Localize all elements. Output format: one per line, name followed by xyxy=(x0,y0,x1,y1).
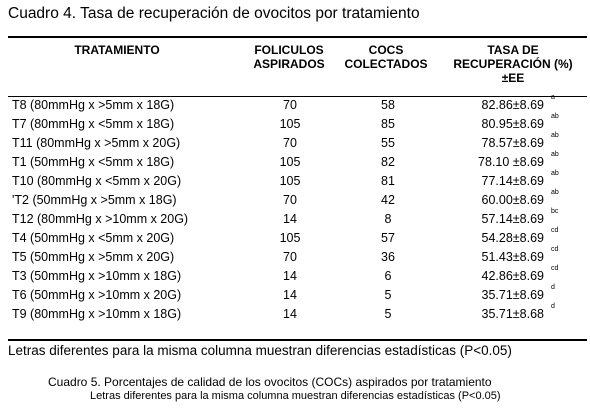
cell-cocs: 82 xyxy=(381,155,395,169)
cell-significance-letter: cd xyxy=(551,246,559,253)
cell-tratamiento: T3 (50mmHg x >10mm x 18G) xyxy=(12,269,182,283)
cell-foliculos: 14 xyxy=(283,288,297,302)
header-divider xyxy=(8,96,587,97)
cell-tratamiento: T10 (80mmHg x <5mm x 20G) xyxy=(12,174,182,188)
header-tasa-line2: RECUPERACIÓN (%) xyxy=(453,57,573,71)
cell-tratamiento: T9 (80mmHg x >10mm x 18G) xyxy=(12,307,182,321)
cell-tasa: 54.28±8.69 xyxy=(481,231,544,245)
cell-cocs: 5 xyxy=(384,307,392,321)
cell-foliculos: 105 xyxy=(279,117,301,131)
cell-tratamiento: T12 (80mmHg x >10mm x 20G) xyxy=(12,212,189,226)
cell-tratamiento: T8 (80mmHg x >5mm x 18G) xyxy=(12,98,175,112)
cell-foliculos: 105 xyxy=(279,174,301,188)
table-footnote: Letras diferentes para la misma columna … xyxy=(8,343,512,358)
header-cocs-line1: COCS xyxy=(368,43,404,57)
cell-significance-letter: ab xyxy=(551,151,559,158)
cell-significance-letter: d xyxy=(551,303,555,310)
cell-tratamiento: T11 (80mmHg x >5mm x 20G) xyxy=(12,136,181,150)
table-row: 'T2 (50mmHg x >5mm x 18G) 70 42 60.00±8.… xyxy=(0,189,590,210)
cell-significance-letter: ab xyxy=(551,170,559,177)
cell-tasa: 57.14±8.69 xyxy=(481,212,544,226)
cell-cocs: 42 xyxy=(381,193,395,207)
header-tratamiento-line: TRATAMIENTO xyxy=(74,43,160,57)
table-row: T6 (50mmHg x >10mm x 20G) 14 5 35.71±8.6… xyxy=(0,284,590,305)
table-row: T9 (80mmHg x >10mm x 18G) 14 5 35.71±8.6… xyxy=(0,303,590,324)
table-row: T11 (80mmHg x >5mm x 20G) 70 55 78.57±8.… xyxy=(0,132,590,153)
header-foliculos-line1: FOLICULOS xyxy=(254,43,324,57)
cell-tasa: 77.14±8.69 xyxy=(481,174,544,188)
cell-tasa: 78.57±8.69 xyxy=(481,136,544,150)
header-tratamiento: TRATAMIENTO xyxy=(12,43,222,57)
cell-cocs: 55 xyxy=(381,136,395,150)
cell-foliculos: 70 xyxy=(283,250,297,264)
cell-cocs: 5 xyxy=(384,288,392,302)
table-bottom-rule xyxy=(8,339,587,341)
table-row: T3 (50mmHg x >10mm x 18G) 14 6 42.86±8.6… xyxy=(0,265,590,286)
table-row: T7 (80mmHg x <5mm x 18G) 105 85 80.95±8.… xyxy=(0,113,590,134)
cell-significance-letter: cd xyxy=(551,227,559,234)
cell-tratamiento: T6 (50mmHg x >10mm x 20G) xyxy=(12,288,182,302)
next-table-caption: Cuadro 5. Porcentajes de calidad de los … xyxy=(48,375,492,389)
header-cocs: COCS COLECTADOS xyxy=(336,43,436,71)
table-row: T5 (50mmHg x >5mm x 20G) 70 36 51.43±8.6… xyxy=(0,246,590,267)
header-tasa-line1: TASA DE xyxy=(487,43,539,57)
table-row: T4 (50mmHg x <5mm x 20G) 105 57 54.28±8.… xyxy=(0,227,590,248)
cell-significance-letter: ab xyxy=(551,189,559,196)
cell-cocs: 85 xyxy=(381,117,395,131)
cell-significance-letter: ab xyxy=(551,113,559,120)
cell-foliculos: 14 xyxy=(283,212,297,226)
cell-tasa: 60.00±8.69 xyxy=(481,193,544,207)
cell-tratamiento: T1 (50mmHg x <5mm x 18G) xyxy=(12,155,175,169)
header-foliculos: FOLICULOS ASPIRADOS xyxy=(247,43,331,71)
cell-foliculos: 70 xyxy=(283,136,297,150)
cell-cocs: 58 xyxy=(381,98,395,112)
table-top-rule xyxy=(8,36,587,38)
cell-foliculos: 105 xyxy=(279,155,301,169)
cell-tratamiento: 'T2 (50mmHg x >5mm x 18G) xyxy=(12,193,177,207)
cell-cocs: 6 xyxy=(384,269,392,283)
next-table-caption-note: Letras diferentes para la misma columna … xyxy=(90,390,501,402)
table-row: T12 (80mmHg x >10mm x 20G) 14 8 57.14±8.… xyxy=(0,208,590,229)
cell-foliculos: 70 xyxy=(283,193,297,207)
cell-tasa: 51.43±8.69 xyxy=(481,250,544,264)
cell-tratamiento: T7 (80mmHg x <5mm x 18G) xyxy=(12,117,175,131)
cell-tasa: 80.95±8.69 xyxy=(481,117,544,131)
cell-foliculos: 14 xyxy=(283,307,297,321)
cell-foliculos: 14 xyxy=(283,269,297,283)
table-row: T10 (80mmHg x <5mm x 20G) 105 81 77.14±8… xyxy=(0,170,590,191)
table-title: Cuadro 4. Tasa de recuperación de ovocit… xyxy=(8,5,420,22)
table-row: T1 (50mmHg x <5mm x 18G) 105 82 78.10 ±8… xyxy=(0,151,590,172)
header-tasa-line3: ±EE xyxy=(501,71,525,85)
cell-tratamiento: T5 (50mmHg x >5mm x 20G) xyxy=(12,250,175,264)
cell-significance-letter: a xyxy=(551,94,555,101)
cell-tasa: 42.86±8.69 xyxy=(481,269,544,283)
cell-tasa: 35.71±8.69 xyxy=(481,288,544,302)
cell-cocs: 81 xyxy=(381,174,395,188)
cell-significance-letter: bc xyxy=(551,208,559,215)
cell-tasa: 35.71±8.68 xyxy=(481,307,544,321)
table-row: T8 (80mmHg x >5mm x 18G) 70 58 82.86±8.6… xyxy=(0,94,590,115)
header-cocs-line2: COLECTADOS xyxy=(344,57,428,71)
cell-cocs: 36 xyxy=(381,250,395,264)
cell-foliculos: 70 xyxy=(283,98,297,112)
cell-cocs: 8 xyxy=(384,212,392,226)
cell-significance-letter: d xyxy=(551,284,555,291)
header-tasa: TASA DE RECUPERACIÓN (%) ±EE xyxy=(440,43,586,85)
cell-tratamiento: T4 (50mmHg x <5mm x 20G) xyxy=(12,231,175,245)
header-foliculos-line2: ASPIRADOS xyxy=(253,57,325,71)
cell-foliculos: 105 xyxy=(279,231,301,245)
cell-significance-letter: cd xyxy=(551,265,559,272)
cell-cocs: 57 xyxy=(381,231,395,245)
cell-tasa: 82.86±8.69 xyxy=(481,98,544,112)
cell-significance-letter: ab xyxy=(551,132,559,139)
cell-tasa: 78.10 ±8.69 xyxy=(478,155,544,169)
